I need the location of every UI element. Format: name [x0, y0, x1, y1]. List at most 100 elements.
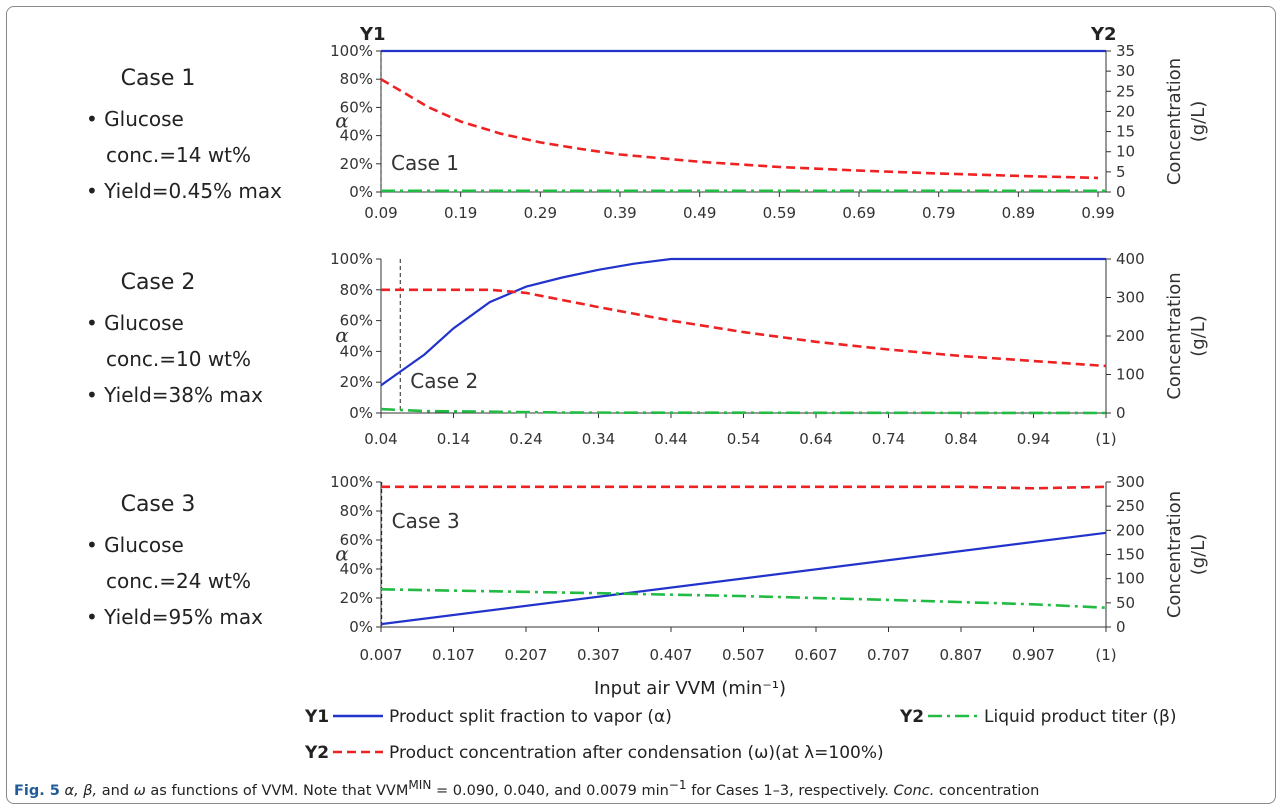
- case-1-x-tick-label: 0.19: [444, 204, 477, 222]
- legend-label: Product split fraction to vapor (α): [389, 707, 672, 727]
- case-3-series-dashed: [381, 485, 1107, 490]
- case-2-right-tick-label: 100: [1116, 366, 1145, 384]
- case-3-left-tick-label: 80%: [340, 502, 373, 520]
- case-3-title: Case 3: [120, 492, 196, 517]
- case-2-bullet-yield: • Yield=38% max: [86, 383, 263, 407]
- case-3-x-tick-label: 0.107: [432, 646, 475, 664]
- case-2-annotation: Case 2: [410, 369, 478, 393]
- case-3-right-tick-label: 50: [1116, 594, 1135, 612]
- case-2-x-tick-label: 0.24: [509, 430, 542, 448]
- case-1-x-tick-label: 0.09: [364, 204, 397, 222]
- case-2-left-tick-label: 0%: [349, 404, 373, 422]
- case-1-description: Case 1 • Glucose conc.=14 wt% • Yield=0.…: [86, 66, 306, 209]
- case-2-y-left-label: α: [335, 323, 349, 347]
- case-2-description: Case 2 • Glucose conc.=10 wt% • Yield=38…: [86, 270, 306, 413]
- case-1-bullet-yield: • Yield=0.45% max: [86, 179, 282, 203]
- caption-greek: α, β,: [64, 782, 98, 799]
- figure-caption: Fig. 5 α, β, and ω as functions of VVM. …: [14, 778, 1039, 799]
- case-2-x-tick-label: 0.64: [799, 430, 832, 448]
- case-1-y-right-label-line2: (g/L): [1188, 101, 1209, 143]
- case-2-left-tick-label: 60%: [340, 312, 373, 330]
- case-3-annotation: Case 3: [392, 509, 460, 533]
- case-1-title: Case 1: [120, 66, 196, 91]
- case-2-right-tick-label: 200: [1116, 327, 1145, 345]
- legend-label: Liquid product titer (β): [984, 707, 1177, 727]
- case-3-right-tick-label: 300: [1116, 473, 1145, 491]
- case-2-x-tick-label: 0.14: [437, 430, 470, 448]
- case-2-x-tick-label: (1): [1095, 430, 1116, 448]
- case-2-x-tick-label: 0.54: [727, 430, 760, 448]
- case-1-left-tick-label: 20%: [340, 155, 373, 173]
- case-3-x-tick-label: 0.007: [360, 646, 403, 664]
- case-1-y-left-label: α: [335, 109, 349, 133]
- case-3-x-tick-label: 0.507: [722, 646, 765, 664]
- case-3-x-tick-label: 0.407: [650, 646, 693, 664]
- case-3-right-tick-label: 0: [1116, 618, 1126, 636]
- case-3-x-tick-label: (1): [1095, 646, 1116, 664]
- case-2-x-tick-label: 0.04: [364, 430, 397, 448]
- case-2-series-dashdot: [380, 407, 1107, 415]
- case-3-right-tick-label: 150: [1116, 546, 1145, 564]
- case-1-x-tick-label: 0.39: [603, 204, 636, 222]
- case-1-right-tick-label: 30: [1116, 62, 1135, 80]
- case-2-title: Case 2: [120, 270, 196, 295]
- case-1-right-tick-label: 20: [1116, 102, 1135, 120]
- case-3-y-right-label-line2: (g/L): [1188, 534, 1209, 576]
- case-1-right-tick-label: 10: [1116, 143, 1135, 161]
- case-3-left-tick-label: 20%: [340, 589, 373, 607]
- case-3-bullet-glucose: • Glucose: [86, 533, 184, 557]
- case-1-bullet-glucose: • Glucose: [86, 107, 184, 131]
- case-2-left-tick-label: 80%: [340, 281, 373, 299]
- case-3-x-tick-label: 0.807: [940, 646, 983, 664]
- case-1-x-tick-label: 0.69: [842, 204, 875, 222]
- case-3-right-tick-label: 200: [1116, 521, 1145, 539]
- legend-prefix: Y2: [304, 743, 329, 763]
- case-2-series-dashed: [381, 288, 1107, 368]
- case-2-x-tick-label: 0.74: [872, 430, 905, 448]
- corner-label-y1: Y1: [359, 24, 386, 45]
- case-1-x-tick-label: 0.99: [1081, 204, 1114, 222]
- case-1-right-tick-label: 5: [1116, 163, 1126, 181]
- caption-text-3: = 0.090, 0.040, and 0.0079 min: [436, 782, 669, 799]
- case-1-left-tick-label: 40%: [340, 127, 373, 145]
- case-3-left-tick-label: 60%: [340, 531, 373, 549]
- case-3-description: Case 3 • Glucose conc.=24 wt% • Yield=95…: [86, 492, 306, 635]
- case-3-y-left-label: α: [335, 542, 349, 566]
- case-3-x-tick-label: 0.307: [577, 646, 620, 664]
- case-2-bullet-glucose: • Glucose: [86, 311, 184, 335]
- case-2-left-tick-label: 40%: [340, 342, 373, 360]
- case-2-right-tick-label: 400: [1116, 250, 1145, 268]
- caption-text-2: as functions of VVM. Note that VVM: [150, 782, 409, 799]
- case-3-left-tick-label: 0%: [349, 618, 373, 636]
- case-1-right-tick-label: 35: [1116, 42, 1135, 60]
- case-2-x-tick-label: 0.44: [654, 430, 687, 448]
- case-3-series-dashdot: [380, 588, 1107, 609]
- case-3-series-solid: [380, 531, 1107, 626]
- case-2-right-tick-label: 300: [1116, 289, 1145, 307]
- figure-frame: [6, 6, 1276, 804]
- case-2-x-tick-label: 0.94: [1017, 430, 1050, 448]
- x-axis-title: Input air VVM (min⁻¹): [594, 678, 786, 699]
- legend-label: Product concentration after condensation…: [389, 743, 884, 763]
- caption-conc-abbr: Conc.: [893, 782, 935, 799]
- case-2-y-right-label-line1: Concentration: [1164, 272, 1185, 399]
- caption-fig-label: Fig. 5: [14, 782, 60, 799]
- case-1-x-tick-label: 0.59: [763, 204, 796, 222]
- case-1-left-tick-label: 100%: [330, 42, 373, 60]
- legend-prefix: Y1: [304, 707, 329, 727]
- case-3-left-tick-label: 40%: [340, 560, 373, 578]
- case-1-right-tick-label: 15: [1116, 123, 1135, 141]
- case-2-right-tick-label: 0: [1116, 404, 1126, 422]
- case-2-left-tick-label: 20%: [340, 373, 373, 391]
- case-1-y-right-label-line1: Concentration: [1164, 58, 1185, 185]
- case-3-x-tick-label: 0.907: [1012, 646, 1055, 664]
- case-1-x-tick-label: 0.49: [683, 204, 716, 222]
- case-3-x-tick-label: 0.707: [867, 646, 910, 664]
- case-3-y-right-label-line1: Concentration: [1164, 491, 1185, 618]
- case-1-bullet-conc: conc.=14 wt%: [106, 143, 252, 167]
- case-1-annotation: Case 1: [391, 151, 459, 175]
- case-3-left-tick-label: 100%: [330, 473, 373, 491]
- case-2-left-tick-label: 100%: [330, 250, 373, 268]
- case-3-bullet-conc: conc.=24 wt%: [106, 569, 252, 593]
